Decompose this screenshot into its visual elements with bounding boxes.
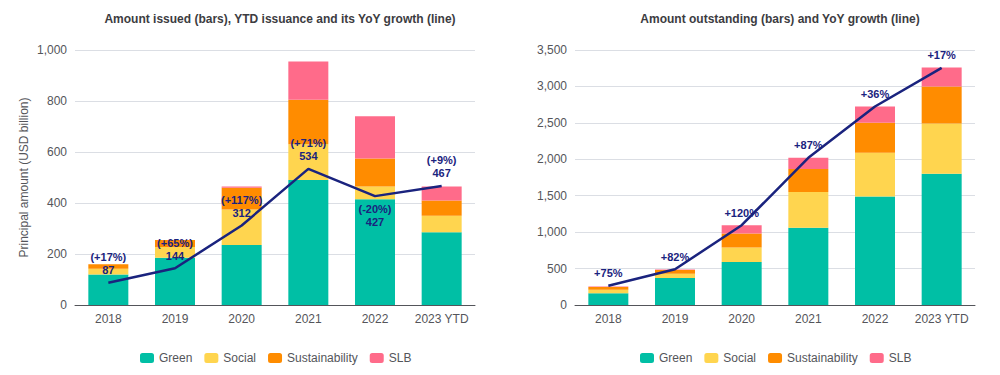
svg-text:Amount outstanding (bars) and: Amount outstanding (bars) and YoY growth… bbox=[640, 12, 919, 26]
svg-text:2019: 2019 bbox=[662, 312, 689, 326]
svg-text:(+65%): (+65%) bbox=[157, 237, 193, 249]
svg-text:0: 0 bbox=[560, 298, 567, 312]
svg-text:(-20%): (-20%) bbox=[358, 203, 391, 215]
svg-text:2018: 2018 bbox=[95, 312, 122, 326]
svg-text:(+9%): (+9%) bbox=[427, 154, 457, 166]
svg-text:Sustainability: Sustainability bbox=[287, 351, 358, 365]
svg-text:+120%: +120% bbox=[724, 207, 759, 219]
svg-text:600: 600 bbox=[47, 145, 67, 159]
svg-text:+87%: +87% bbox=[794, 139, 823, 151]
svg-text:2020: 2020 bbox=[728, 312, 755, 326]
svg-text:500: 500 bbox=[547, 262, 567, 276]
svg-text:312: 312 bbox=[232, 207, 250, 219]
svg-text:+17%: +17% bbox=[927, 49, 956, 61]
svg-text:200: 200 bbox=[47, 247, 67, 261]
svg-text:3,500: 3,500 bbox=[537, 43, 567, 57]
svg-text:Green: Green bbox=[659, 351, 692, 365]
svg-text:2023 YTD: 2023 YTD bbox=[915, 312, 969, 326]
svg-text:Social: Social bbox=[223, 351, 256, 365]
svg-text:400: 400 bbox=[47, 196, 67, 210]
svg-text:0: 0 bbox=[60, 298, 67, 312]
svg-text:(+117%): (+117%) bbox=[221, 194, 263, 206]
svg-text:Social: Social bbox=[723, 351, 756, 365]
svg-text:SLB: SLB bbox=[389, 351, 412, 365]
svg-text:1,500: 1,500 bbox=[537, 189, 567, 203]
svg-text:2022: 2022 bbox=[862, 312, 889, 326]
svg-text:144: 144 bbox=[166, 250, 185, 262]
svg-text:1,000: 1,000 bbox=[37, 43, 67, 57]
svg-text:467: 467 bbox=[432, 167, 450, 179]
svg-text:534: 534 bbox=[299, 150, 318, 162]
svg-text:2020: 2020 bbox=[228, 312, 255, 326]
svg-text:+75%: +75% bbox=[594, 267, 623, 279]
svg-text:Principal amount (USD billion): Principal amount (USD billion) bbox=[17, 97, 31, 257]
svg-text:87: 87 bbox=[102, 264, 114, 276]
svg-text:2021: 2021 bbox=[295, 312, 322, 326]
svg-text:Sustainability: Sustainability bbox=[787, 351, 858, 365]
svg-text:2022: 2022 bbox=[362, 312, 389, 326]
svg-text:(+71%): (+71%) bbox=[290, 137, 326, 149]
svg-text:SLB: SLB bbox=[889, 351, 912, 365]
svg-text:2018: 2018 bbox=[595, 312, 622, 326]
svg-text:+36%: +36% bbox=[861, 88, 890, 100]
svg-text:2,500: 2,500 bbox=[537, 116, 567, 130]
svg-text:427: 427 bbox=[366, 216, 384, 228]
svg-text:Green: Green bbox=[159, 351, 192, 365]
svg-text:2021: 2021 bbox=[795, 312, 822, 326]
svg-text:+82%: +82% bbox=[661, 251, 690, 263]
svg-text:800: 800 bbox=[47, 94, 67, 108]
svg-text:2023 YTD: 2023 YTD bbox=[415, 312, 469, 326]
svg-text:1,000: 1,000 bbox=[537, 225, 567, 239]
svg-text:(+17%): (+17%) bbox=[90, 251, 126, 263]
svg-text:3,000: 3,000 bbox=[537, 79, 567, 93]
svg-text:Amount issued (bars), YTD issu: Amount issued (bars), YTD issuance and i… bbox=[104, 12, 455, 26]
svg-text:2019: 2019 bbox=[162, 312, 189, 326]
svg-text:2,000: 2,000 bbox=[537, 152, 567, 166]
